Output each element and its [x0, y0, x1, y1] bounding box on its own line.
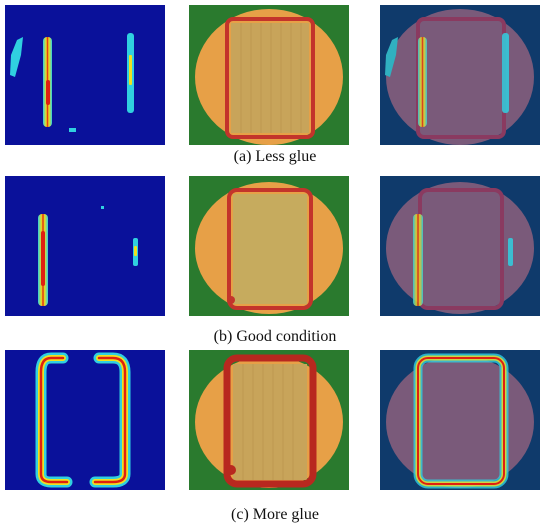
- overlay-less-glue: [380, 5, 540, 145]
- photo-less-glue: [189, 5, 349, 145]
- caption-good-condition: (b) Good condition: [213, 328, 337, 345]
- photo-good-condition: [189, 176, 349, 316]
- heatmap-more-glue: [5, 350, 165, 490]
- heatmap-less-glue: [5, 5, 165, 145]
- caption-less-glue: (a) Less glue: [233, 148, 317, 165]
- overlay-good-condition: [380, 176, 540, 316]
- photo-more-glue: [189, 350, 349, 490]
- heatmap-good-condition: [5, 176, 165, 316]
- caption-more-glue: (c) More glue: [231, 506, 319, 523]
- overlay-more-glue: [380, 350, 540, 490]
